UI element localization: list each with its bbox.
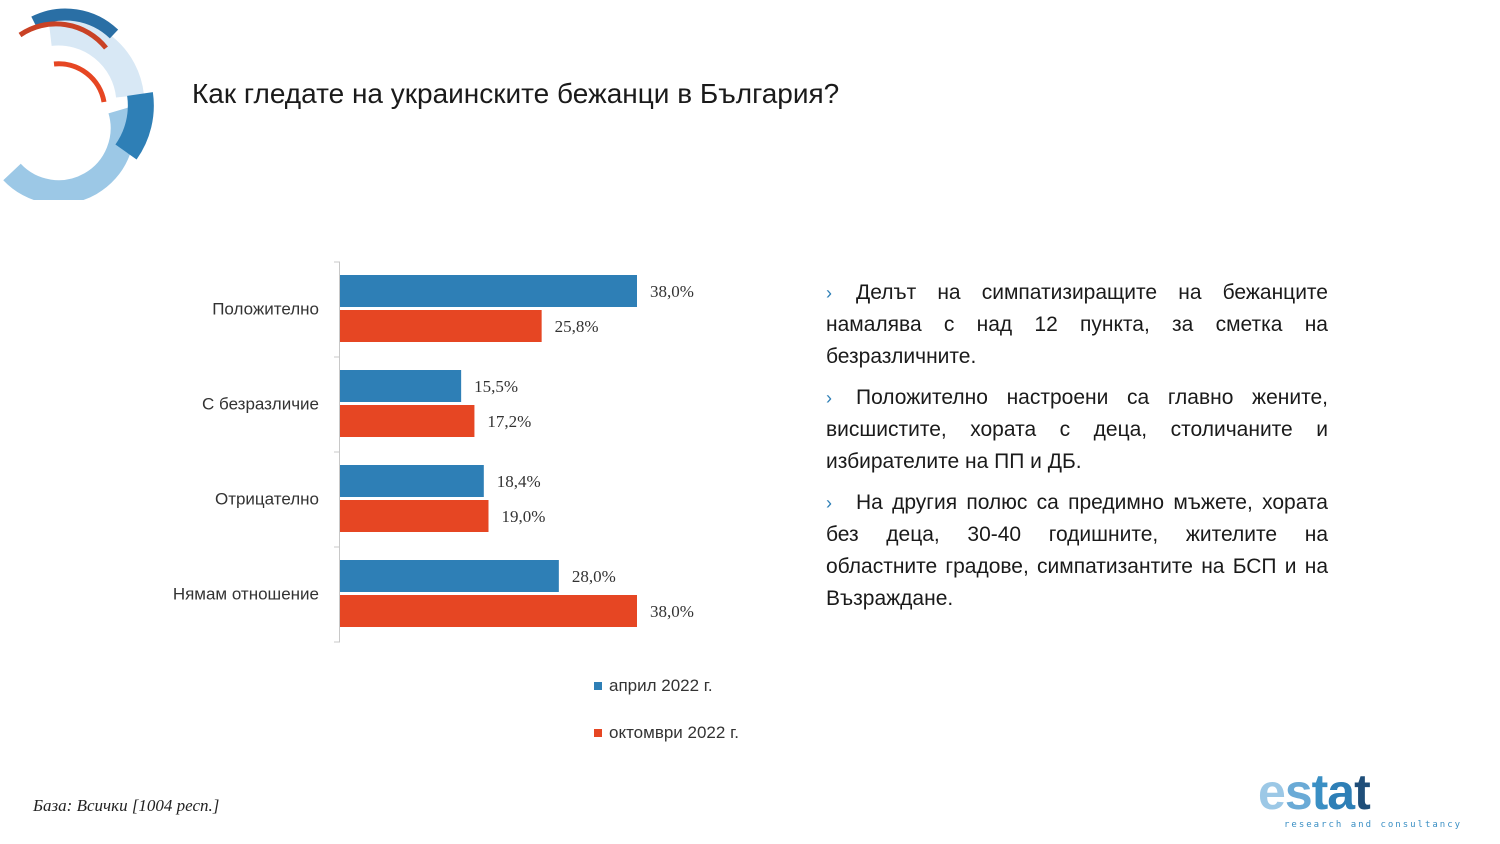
category-label: Отрицателно — [215, 490, 319, 509]
chevron-right-icon: › — [826, 493, 832, 513]
legend-item-october: октомври 2022 г. — [594, 723, 739, 743]
legend-label-october: октомври 2022 г. — [609, 723, 739, 742]
findings-list: › Делът на симпатизиращите на бежанците н… — [826, 277, 1328, 624]
arc-dark-top — [31, 8, 119, 39]
legend-swatch-april — [594, 682, 602, 690]
legend-label-april: април 2022 г. — [609, 676, 713, 695]
arc-red-inner — [53, 61, 107, 103]
category-label: Положително — [212, 300, 319, 319]
chart-legend: април 2022 г. октомври 2022 г. — [594, 676, 739, 743]
finding-text: Делът на симпатизиращите на бежанците на… — [826, 281, 1328, 368]
category-label: С безразличие — [202, 395, 319, 414]
bar-april — [340, 560, 559, 592]
bar-october — [340, 500, 489, 532]
bar-october — [340, 595, 637, 627]
category-label: Нямам отношение — [173, 585, 319, 604]
base-footnote: База: Всички [1004 респ.] — [33, 796, 220, 815]
data-label: 38,0% — [650, 282, 694, 301]
arc-dark-right — [115, 92, 154, 160]
logo-arcs — [3, 8, 154, 200]
estat-logo: e s t a t research and consultancy — [1258, 764, 1472, 832]
arc-red-top — [18, 21, 108, 50]
brand-letter: t — [1311, 764, 1329, 820]
brand-wordmark: e s t a t — [1258, 764, 1472, 820]
finding-item: › Положително настроени са главно жените,… — [826, 382, 1328, 478]
brand-letter: s — [1284, 764, 1313, 820]
finding-item: › Делът на симпатизиращите на бежанците н… — [826, 277, 1328, 373]
data-label: 28,0% — [572, 567, 616, 586]
chevron-right-icon: › — [826, 388, 832, 408]
bar-april — [340, 370, 462, 402]
data-label: 18,4% — [497, 472, 541, 491]
brand-tagline: research and consultancy — [1284, 820, 1463, 830]
data-label: 15,5% — [474, 377, 518, 396]
finding-text: Положително настроени са главно жените, … — [826, 386, 1328, 473]
brand-letter: a — [1327, 764, 1355, 820]
data-label: 25,8% — [555, 317, 599, 336]
page-title: Как гледате на украинските бежанци в Бъл… — [192, 78, 840, 109]
legend-item-april: април 2022 г. — [594, 676, 739, 696]
brand-letter: t — [1354, 764, 1371, 820]
data-label: 17,2% — [487, 412, 531, 431]
bar-april — [340, 275, 637, 307]
bar-october — [340, 405, 475, 437]
data-label: 19,0% — [502, 507, 546, 526]
bar-april — [340, 465, 484, 497]
finding-item: › На другия полюс са предимно мъжете, хор… — [826, 487, 1328, 615]
finding-text: На другия полюс са предимно мъжете, хора… — [826, 491, 1328, 610]
brand-letter: e — [1258, 764, 1286, 820]
bar-october — [340, 310, 542, 342]
data-label: 38,0% — [650, 602, 694, 621]
legend-swatch-october — [594, 729, 602, 737]
chevron-right-icon: › — [826, 283, 832, 303]
